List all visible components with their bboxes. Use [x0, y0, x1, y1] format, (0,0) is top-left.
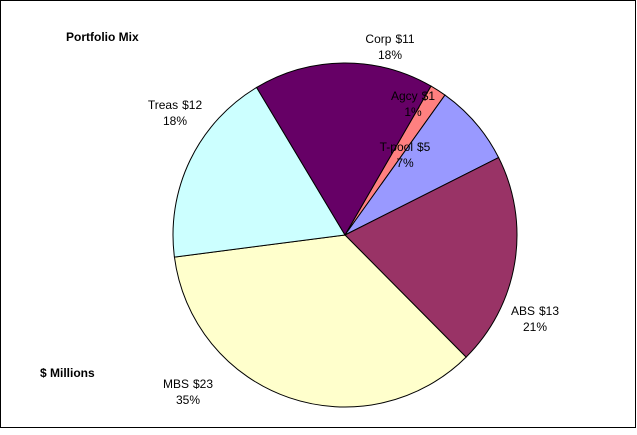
percent-label: 1%: [404, 105, 422, 119]
category-label: Agcy: [391, 89, 418, 103]
slice-label: Corp $11: [365, 32, 414, 46]
percent-sign: %: [403, 156, 414, 170]
pie: [172, 62, 518, 408]
value-label: $23: [193, 377, 213, 391]
pie-slice: [173, 234, 467, 408]
percent-sign: %: [176, 114, 187, 128]
percent-label: 21%: [523, 320, 547, 334]
value-label: $11: [395, 32, 414, 46]
category-label: T-pool: [380, 140, 413, 154]
chart-title: Portfolio Mix: [66, 30, 139, 44]
value-label: $12: [182, 98, 202, 112]
pie-slice: [344, 156, 518, 358]
category-label: Treas: [148, 98, 178, 112]
percent-sign: %: [391, 48, 402, 62]
category-label: Corp: [365, 32, 391, 46]
percent-label: 35%: [176, 393, 200, 407]
slice-label: Treas $12: [148, 98, 203, 112]
value-label: $1: [422, 89, 436, 103]
pie-slice: [172, 86, 346, 258]
slice-label: ABS $13: [511, 304, 559, 318]
pie-slice: [255, 62, 432, 236]
slice-label: T-pool $5: [380, 140, 431, 154]
percent-label: 18%: [378, 48, 402, 62]
slice-label: Agcy $1: [391, 89, 435, 103]
category-label: ABS: [511, 304, 535, 318]
category-label: MBS: [163, 377, 189, 391]
percent-sign: %: [536, 320, 547, 334]
percent-sign: %: [189, 393, 200, 407]
value-label: $5: [417, 140, 431, 154]
annotation: $ Millions: [40, 366, 95, 380]
percent-sign: %: [411, 105, 422, 119]
slice-label: MBS $23: [163, 377, 213, 391]
value-label: $13: [539, 304, 559, 318]
percent-label: 7%: [396, 156, 414, 170]
percent-label: 18%: [163, 114, 187, 128]
